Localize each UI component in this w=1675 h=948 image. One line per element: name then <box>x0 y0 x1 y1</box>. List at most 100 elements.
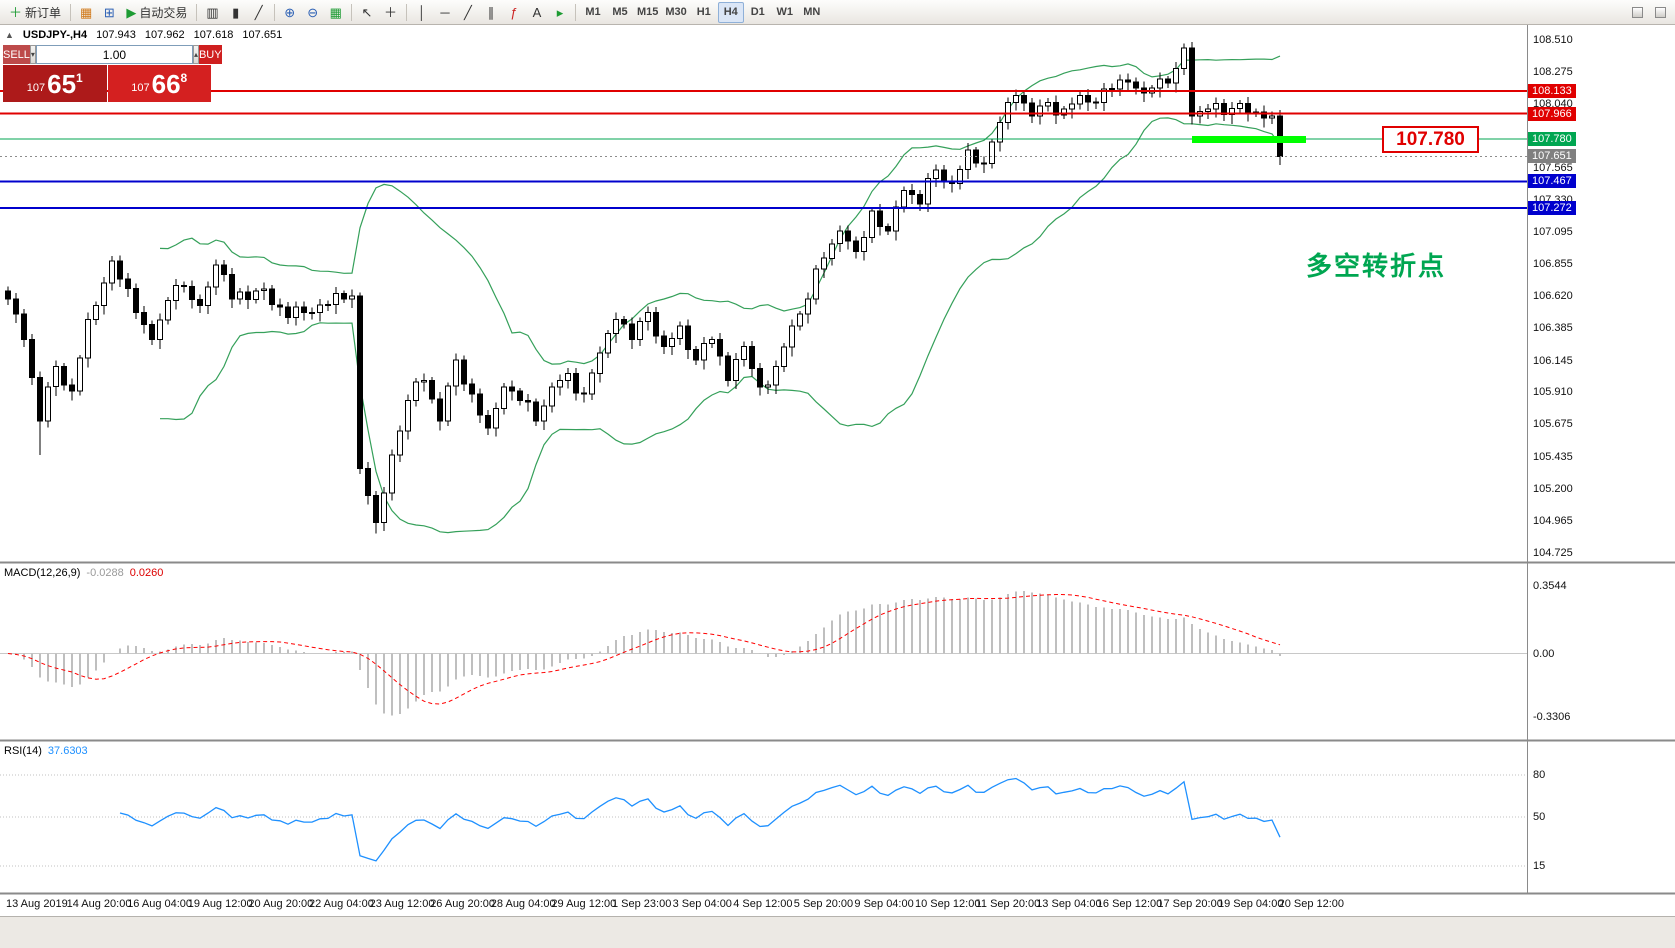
bar-chart-icon: ▥ <box>206 4 219 20</box>
navigator-button[interactable]: ⊞ <box>98 2 120 23</box>
macd-axis-tick: 0.3544 <box>1533 579 1567 592</box>
options-icon <box>1654 6 1666 18</box>
charts-grid-button[interactable]: ▦ <box>75 2 97 23</box>
rsi-value: 37.6303 <box>47 745 88 757</box>
fibonacci-icon: ƒ <box>510 4 518 20</box>
time-axis-label: 14 Aug 20:00 <box>66 898 132 910</box>
timeframe-m1[interactable]: M1 <box>585 6 601 18</box>
ohlc-high: 107.962 <box>144 29 185 41</box>
crosshair-button[interactable]: ＋ <box>379 2 402 23</box>
price-axis-tick: 108.040 <box>1533 97 1573 110</box>
vertical-line-icon: │ <box>417 4 427 20</box>
time-axis-label: 9 Sep 04:00 <box>854 898 914 910</box>
time-axis-label: 16 Aug 04:00 <box>127 898 193 910</box>
price-axis-badge: 107.272 <box>1528 200 1576 215</box>
play-icon: ▶ <box>126 4 137 20</box>
crosshair-icon: ＋ <box>383 4 397 20</box>
time-axis-label: 23 Aug 12:00 <box>369 898 435 910</box>
rsi-axis-tick: 15 <box>1533 860 1546 872</box>
zoom-in-button[interactable]: ⊕ <box>279 2 301 23</box>
price-axis-tick: 108.510 <box>1533 33 1573 46</box>
timeframe-m30[interactable]: M30 <box>665 6 687 18</box>
timeframe-mn[interactable]: MN <box>803 6 821 18</box>
sell-button[interactable]: SELL <box>3 45 30 64</box>
edit-toolbar-button[interactable] <box>1626 2 1648 23</box>
time-axis-label: 29 Aug 12:00 <box>551 898 617 910</box>
trendline-icon: ╱ <box>464 4 472 20</box>
zoom-out-button[interactable]: ⊖ <box>302 2 324 23</box>
arrows-button[interactable]: ▸ <box>549 2 571 23</box>
sell-price-prefix: 107 <box>26 82 46 94</box>
one-click-panel-toggle[interactable]: ▲ <box>5 30 14 40</box>
timeframe-w1[interactable]: W1 <box>776 6 794 18</box>
price-axis-tick: 105.910 <box>1533 386 1573 399</box>
time-axis-label: 1 Sep 23:00 <box>612 898 672 910</box>
arrow-icon: ▸ <box>556 4 564 20</box>
macd-name: MACD(12,26,9) <box>4 567 81 579</box>
toolbar-separator <box>405 3 407 21</box>
toolbar-separator <box>196 3 198 21</box>
new-order-label: 新订单 <box>25 5 62 20</box>
toolbar-separator <box>70 3 72 21</box>
bar-chart-button[interactable]: ▥ <box>201 2 223 23</box>
price-axis-badge: 107.780 <box>1528 131 1576 146</box>
vertical-line-button[interactable]: │ <box>411 2 433 23</box>
time-axis-label: 10 Sep 12:00 <box>915 898 981 910</box>
ohlc-low: 107.618 <box>193 29 234 41</box>
time-axis-label: 20 Aug 20:00 <box>248 898 314 910</box>
horizontal-line-button[interactable]: ─ <box>434 2 456 23</box>
fibonacci-button[interactable]: ƒ <box>503 2 525 23</box>
cursor-icon: ↖ <box>361 4 373 20</box>
time-axis-label: 28 Aug 04:00 <box>490 898 556 910</box>
rsi-panel-label: RSI(14) 37.6303 <box>4 745 88 757</box>
timeframe-h4[interactable]: H4 <box>717 1 744 23</box>
buy-price-button[interactable]: 107 66 8 <box>107 65 211 102</box>
timeframe-d1[interactable]: D1 <box>750 6 765 18</box>
tile-windows-button[interactable]: ▦ <box>325 2 347 23</box>
price-axis-tick: 106.145 <box>1533 354 1573 367</box>
volume-input[interactable] <box>35 45 193 64</box>
new-order-button[interactable]: ＋ 新订单 <box>4 2 66 23</box>
price-axis-badge: 107.966 <box>1528 106 1576 121</box>
volume-increase-button[interactable]: ▴ <box>192 45 199 64</box>
trendline-button[interactable]: ╱ <box>457 2 479 23</box>
time-axis-label: 22 Aug 04:00 <box>309 898 374 910</box>
toolbar-options-button[interactable] <box>1649 2 1671 23</box>
line-chart-icon: ╱ <box>254 4 263 20</box>
turning-point-annotation[interactable]: 多空转折点 <box>1306 251 1447 281</box>
macd-axis-tick: 0.00 <box>1533 647 1555 660</box>
price-axis-tick: 106.620 <box>1533 290 1573 303</box>
price-axis-tick: 106.385 <box>1533 322 1573 335</box>
buy-price-sup: 8 <box>180 70 188 85</box>
timeframe-h1[interactable]: H1 <box>696 6 711 18</box>
buy-button[interactable]: BUY <box>198 45 222 64</box>
channel-button[interactable]: ∥ <box>480 2 502 23</box>
price-axis-tick: 107.095 <box>1533 225 1573 238</box>
text-label-button[interactable]: A <box>526 2 548 23</box>
line-chart-button[interactable]: ╱ <box>248 2 270 23</box>
price-axis-tick: 108.275 <box>1533 65 1573 78</box>
price-axis-tick: 104.725 <box>1533 547 1573 560</box>
text-icon: A <box>532 4 542 20</box>
volume-decrease-button[interactable]: ▾ <box>29 45 36 64</box>
autotrading-button[interactable]: ▶ 自动交易 <box>121 2 192 23</box>
plus-icon: ＋ <box>9 4 23 20</box>
cursor-button[interactable]: ↖ <box>356 2 378 23</box>
timeframe-m15[interactable]: M15 <box>636 6 659 18</box>
toolbar-separator <box>350 3 352 21</box>
candlestick-chart-button[interactable]: ▮ <box>225 2 247 23</box>
time-axis-label: 13 Aug 2019 <box>6 898 68 910</box>
time-axis-label: 17 Sep 20:00 <box>1157 898 1223 910</box>
window-bottom-strip <box>0 916 1675 948</box>
time-axis-label: 16 Sep 12:00 <box>1096 898 1163 910</box>
navigator-icon: ⊞ <box>103 4 115 20</box>
horizontal-line-icon: ─ <box>440 4 450 20</box>
time-axis-label: 3 Sep 04:00 <box>672 898 732 910</box>
timeframe-toolbar: M1 M5 M15 M30 H1 H4 D1 W1 MN <box>580 1 825 23</box>
sell-price-button[interactable]: 107 65 1 <box>3 65 107 102</box>
channel-icon: ∥ <box>487 4 495 20</box>
zoom-out-icon: ⊖ <box>307 4 319 20</box>
timeframe-m5[interactable]: M5 <box>612 6 628 18</box>
price-level-label-box[interactable]: 107.780 <box>1382 126 1479 153</box>
